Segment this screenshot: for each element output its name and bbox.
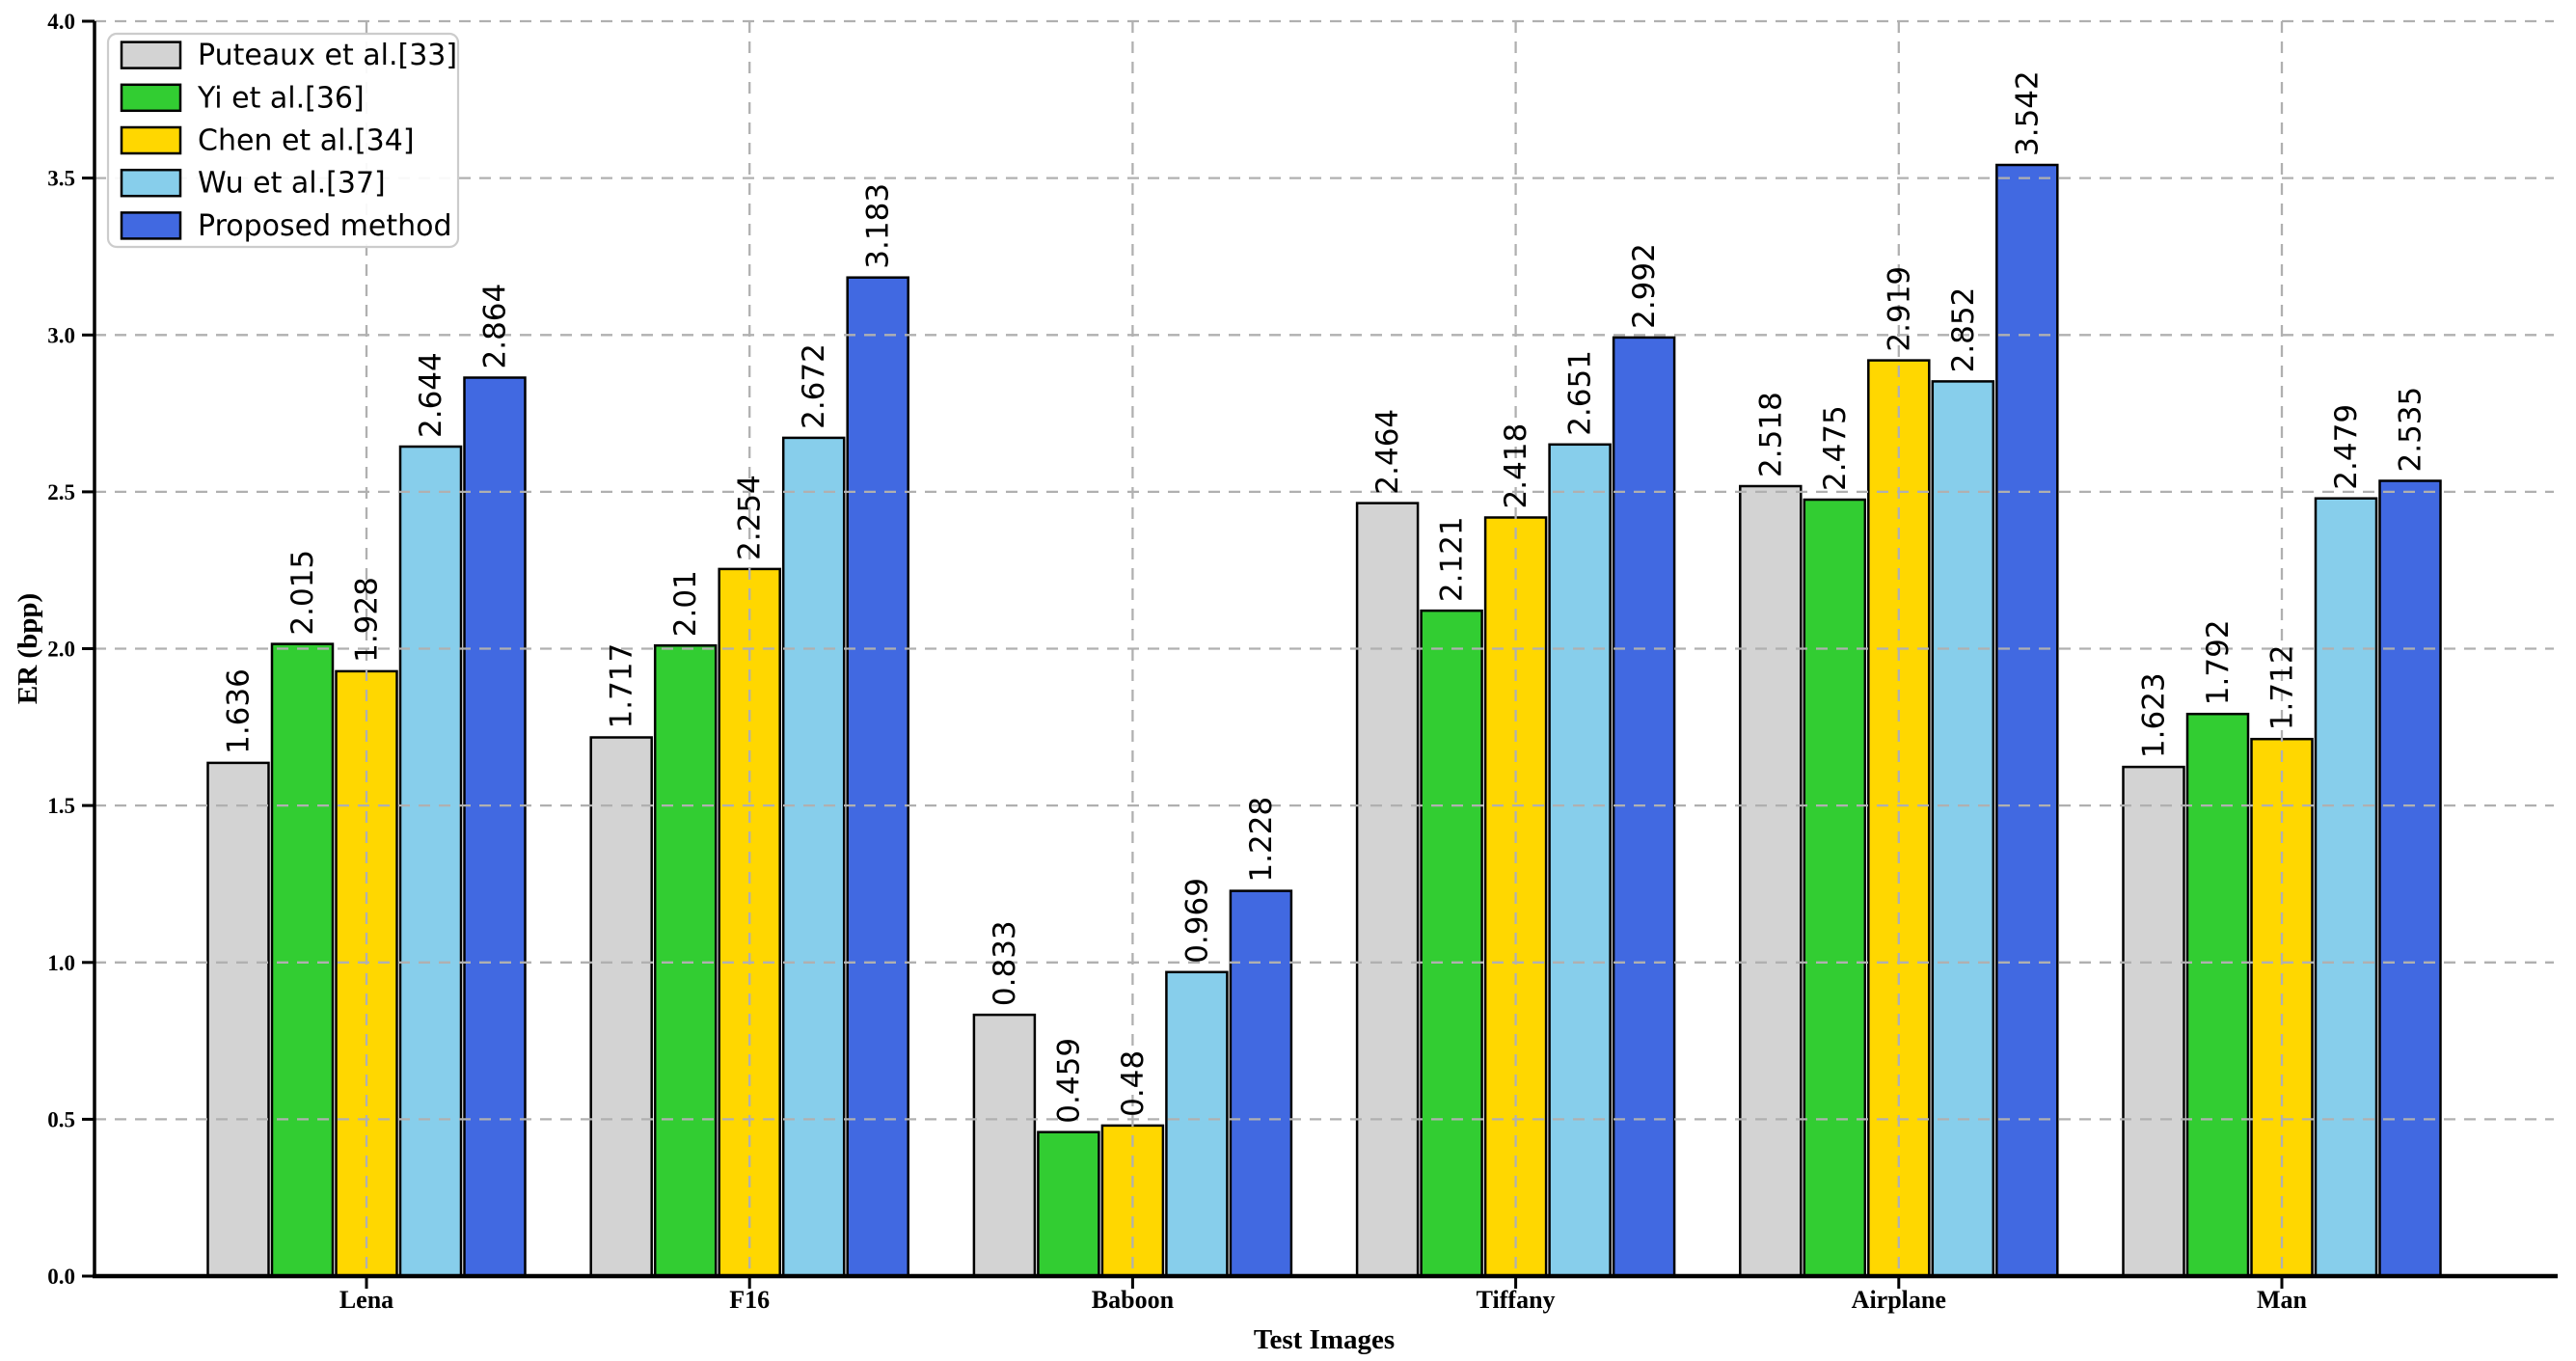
bar-value-label: 3.542 <box>2010 70 2045 156</box>
bar-man-series3 <box>2314 497 2378 1278</box>
bar-value-label: 2.864 <box>478 284 513 369</box>
x-tick-label-airplane: Airplane <box>1852 1286 1946 1314</box>
bar-tiffany-series3 <box>1548 443 1612 1278</box>
bar-airplane-series3 <box>1931 380 1995 1278</box>
legend-label: Wu et al.[37] <box>198 167 386 201</box>
y-axis-title: ER (bpp) <box>13 593 43 704</box>
bar-value-label: 2.254 <box>733 475 768 560</box>
y-tick-label: 0.5 <box>47 1107 75 1131</box>
bar-value-label: 2.479 <box>2329 404 2364 490</box>
bar-lena-series1 <box>270 642 335 1278</box>
bar-value-label: 2.121 <box>1435 516 1470 602</box>
bar-baboon-series1 <box>1037 1130 1100 1278</box>
bar-value-label: 2.651 <box>1563 350 1598 436</box>
bar-value-label: 2.418 <box>1499 423 1533 509</box>
x-tick-label-tiffany: Tiffany <box>1477 1286 1556 1314</box>
x-tick-label-lena: Lena <box>339 1286 393 1314</box>
bar-value-label: 0.833 <box>988 920 1022 1006</box>
legend: Puteaux et al.[33] Yi et al.[36] Chen et a… <box>106 32 460 249</box>
ticks-layer <box>82 19 2284 1289</box>
legend-swatch <box>120 41 182 69</box>
bar-value-label: 1.623 <box>2137 672 2172 758</box>
bar-value-label: 1.636 <box>222 668 257 754</box>
legend-item-series0: Puteaux et al.[33] <box>120 39 457 72</box>
bar-lena-series3 <box>398 445 463 1278</box>
legend-item-series4: Proposed method <box>120 209 452 243</box>
bar-value-label: 2.644 <box>414 352 448 438</box>
bar-lena-series4 <box>463 376 527 1278</box>
bar-man-series0 <box>2122 765 2185 1278</box>
bar-tiffany-series4 <box>1612 336 1676 1278</box>
bar-value-label: 1.712 <box>2265 644 2300 730</box>
y-tick-label: 4.0 <box>47 10 75 34</box>
bar-baboon-series4 <box>1229 889 1293 1278</box>
legend-label: Chen et al.[34] <box>198 124 415 158</box>
bar-value-label: 1.928 <box>350 577 385 663</box>
x-tick-label-baboon: Baboon <box>1092 1286 1175 1314</box>
bar-value-label: 2.992 <box>1627 243 1662 329</box>
bar-value-label: 2.919 <box>1882 266 1916 352</box>
bar-value-label: 2.464 <box>1370 409 1405 495</box>
bar-value-label: 0.459 <box>1051 1038 1086 1124</box>
bar-value-label: 2.535 <box>2394 387 2428 473</box>
bar-f16-series4 <box>846 276 909 1278</box>
y-tick-label: 2.5 <box>47 480 75 504</box>
bar-f16-series0 <box>589 736 653 1278</box>
bar-airplane-series1 <box>1803 498 1867 1278</box>
bar-value-label: 1.228 <box>1244 797 1279 883</box>
y-tick-label: 1.5 <box>47 794 75 818</box>
legend-swatch <box>120 125 182 155</box>
x-tick-label-man: Man <box>2257 1286 2308 1314</box>
legend-label: Yi et al.[36] <box>197 81 365 115</box>
legend-label: Proposed method <box>198 209 452 243</box>
bars-layer <box>206 163 2442 1278</box>
bar-baboon-series3 <box>1165 970 1229 1278</box>
x-axis-title: Test Images <box>1254 1324 1395 1355</box>
x-tick-label-f16: F16 <box>729 1286 770 1314</box>
bar-f16-series1 <box>653 643 718 1278</box>
legend-swatch <box>120 211 182 240</box>
y-tick-label: 2.0 <box>47 638 75 662</box>
bar-value-label: 2.518 <box>1753 392 1788 477</box>
bar-man-series4 <box>2378 479 2442 1278</box>
bar-f16-series3 <box>781 436 846 1278</box>
bar-value-label: 0.48 <box>1116 1050 1151 1117</box>
legend-item-series3: Wu et al.[37] <box>120 167 386 201</box>
legend-box <box>106 32 460 249</box>
bar-value-label: 3.183 <box>861 183 896 269</box>
legend-swatch <box>120 168 182 198</box>
legend-item-series1: Yi et al.[36] <box>120 81 365 115</box>
y-tick-label: 1.0 <box>47 951 75 975</box>
bar-value-label: 2.852 <box>1946 287 1981 373</box>
legend-swatch <box>120 83 182 113</box>
y-tick-label: 0.0 <box>47 1265 75 1289</box>
bar-tiffany-series0 <box>1355 502 1420 1278</box>
bar-value-label: 2.015 <box>285 550 320 636</box>
bar-value-labels-layer: 1.636 1.717 0.833 2.464 2.518 1.623 2.015 2.01 0… <box>222 70 2428 1123</box>
legend-label: Puteaux et al.[33] <box>198 39 457 72</box>
bar-value-label: 1.717 <box>605 643 639 729</box>
bar-value-label: 2.672 <box>797 343 831 429</box>
bar-value-label: 2.01 <box>668 570 703 637</box>
y-tick-label: 3.0 <box>47 323 75 347</box>
bar-man-series1 <box>2185 712 2250 1278</box>
legend-item-series2: Chen et al.[34] <box>120 124 415 158</box>
bar-tiffany-series1 <box>1420 609 1483 1278</box>
bar-baboon-series0 <box>972 1013 1037 1278</box>
bar-value-label: 2.475 <box>1818 405 1853 491</box>
bar-airplane-series0 <box>1739 484 1803 1278</box>
bar-value-label: 1.792 <box>2201 619 2236 705</box>
y-tick-label: 3.5 <box>47 167 75 191</box>
bar-value-label: 0.969 <box>1180 878 1214 964</box>
bar-lena-series0 <box>206 761 270 1278</box>
bar-airplane-series4 <box>1995 163 2059 1278</box>
